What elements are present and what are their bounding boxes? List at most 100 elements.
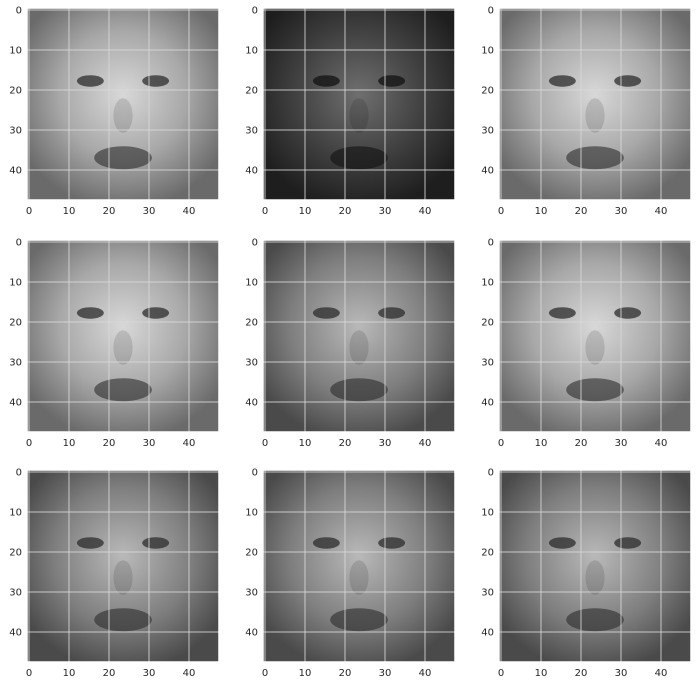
face-image: [263, 240, 455, 432]
grid-lines: [499, 470, 691, 662]
y-tick-label: 40: [481, 398, 494, 409]
x-tick-label: 0: [26, 438, 32, 449]
x-tick-label: 20: [103, 438, 116, 449]
y-tick-label: 10: [481, 46, 494, 57]
x-tick-label: 40: [419, 668, 432, 679]
x-tick-label: 0: [498, 438, 504, 449]
x-tick-label: 10: [299, 206, 312, 217]
face-panel-6: 0 10 20 30 40 0 10 20 30 40: [481, 238, 692, 449]
x-tick-label: 30: [615, 206, 628, 217]
x-tick-label: 40: [183, 438, 196, 449]
x-tick-label: 30: [143, 206, 156, 217]
y-tick-label: 10: [245, 278, 258, 289]
face-image: [499, 8, 691, 200]
y-tick-label: 40: [245, 628, 258, 639]
y-tick-label: 40: [481, 628, 494, 639]
y-tick-label: 20: [245, 318, 258, 329]
y-tick-label: 30: [9, 358, 22, 369]
x-tick-label: 30: [615, 668, 628, 679]
y-tick-label: 0: [252, 238, 258, 249]
x-tick-label: 20: [575, 438, 588, 449]
y-tick-label: 30: [245, 126, 258, 137]
grid-lines: [27, 8, 219, 200]
y-tick-label: 10: [481, 508, 494, 519]
x-tick-label: 10: [535, 668, 548, 679]
x-tick-label: 10: [535, 438, 548, 449]
y-tick-label: 20: [245, 86, 258, 97]
x-tick-label: 40: [655, 668, 668, 679]
x-tick-label: 20: [339, 206, 352, 217]
y-tick-label: 0: [488, 6, 494, 17]
x-tick-label: 30: [379, 668, 392, 679]
y-tick-label: 30: [245, 358, 258, 369]
y-tick-label: 10: [9, 46, 22, 57]
y-tick-label: 30: [481, 126, 494, 137]
face-panel-5: 0 10 20 30 40 0 10 20 30 40: [245, 238, 456, 449]
face-image: [27, 8, 219, 200]
grid-lines: [499, 240, 691, 432]
y-tick-label: 30: [9, 126, 22, 137]
y-tick-label: 10: [245, 508, 258, 519]
face-panel-7: 0 10 20 30 40 0 10 20 30 40: [9, 468, 220, 679]
y-tick-label: 10: [481, 278, 494, 289]
face-image: [27, 240, 219, 432]
y-tick-label: 20: [9, 318, 22, 329]
y-tick-label: 30: [481, 588, 494, 599]
x-tick-label: 20: [339, 438, 352, 449]
x-tick-label: 20: [339, 668, 352, 679]
x-tick-label: 10: [535, 206, 548, 217]
x-tick-label: 40: [183, 206, 196, 217]
x-tick-label: 0: [262, 668, 268, 679]
x-tick-label: 20: [575, 206, 588, 217]
y-tick-label: 0: [488, 468, 494, 479]
x-tick-label: 40: [655, 206, 668, 217]
grid-lines: [263, 8, 455, 200]
x-tick-label: 10: [299, 438, 312, 449]
x-tick-label: 40: [419, 438, 432, 449]
x-tick-label: 0: [498, 668, 504, 679]
y-tick-label: 40: [245, 166, 258, 177]
face-panel-3: 0 10 20 30 40 0 10 20 30 40: [481, 6, 692, 217]
y-tick-label: 0: [488, 238, 494, 249]
face-panel-4: 0 10 20 30 40 0 10 20 30 40: [9, 238, 220, 449]
face-image: [499, 240, 691, 432]
grid-lines: [263, 240, 455, 432]
face-image: [263, 470, 455, 662]
x-tick-label: 10: [63, 206, 76, 217]
face-panel-9: 0 10 20 30 40 0 10 20 30 40: [481, 468, 692, 679]
x-tick-label: 10: [299, 668, 312, 679]
x-tick-label: 30: [143, 438, 156, 449]
y-tick-label: 40: [481, 166, 494, 177]
y-tick-label: 10: [9, 508, 22, 519]
y-tick-label: 20: [245, 548, 258, 559]
y-tick-label: 40: [9, 398, 22, 409]
x-tick-label: 40: [655, 438, 668, 449]
face-image: [499, 470, 691, 662]
x-tick-label: 0: [26, 668, 32, 679]
x-tick-label: 10: [63, 438, 76, 449]
face-image: [263, 8, 455, 200]
x-tick-label: 40: [183, 668, 196, 679]
grid-lines: [263, 470, 455, 662]
y-tick-label: 0: [16, 468, 22, 479]
x-tick-label: 30: [379, 438, 392, 449]
x-tick-label: 20: [103, 668, 116, 679]
y-tick-label: 10: [9, 278, 22, 289]
y-tick-label: 0: [16, 6, 22, 17]
y-tick-label: 20: [9, 548, 22, 559]
y-tick-label: 40: [245, 398, 258, 409]
x-tick-label: 30: [615, 438, 628, 449]
y-tick-label: 40: [9, 166, 22, 177]
x-tick-label: 0: [26, 206, 32, 217]
y-tick-label: 30: [245, 588, 258, 599]
grid-lines: [499, 8, 691, 200]
y-tick-label: 30: [9, 588, 22, 599]
y-tick-label: 0: [252, 6, 258, 17]
y-tick-label: 30: [481, 358, 494, 369]
y-tick-label: 0: [16, 238, 22, 249]
x-tick-label: 0: [262, 438, 268, 449]
x-tick-label: 10: [63, 668, 76, 679]
x-tick-label: 30: [379, 206, 392, 217]
x-tick-label: 20: [103, 206, 116, 217]
